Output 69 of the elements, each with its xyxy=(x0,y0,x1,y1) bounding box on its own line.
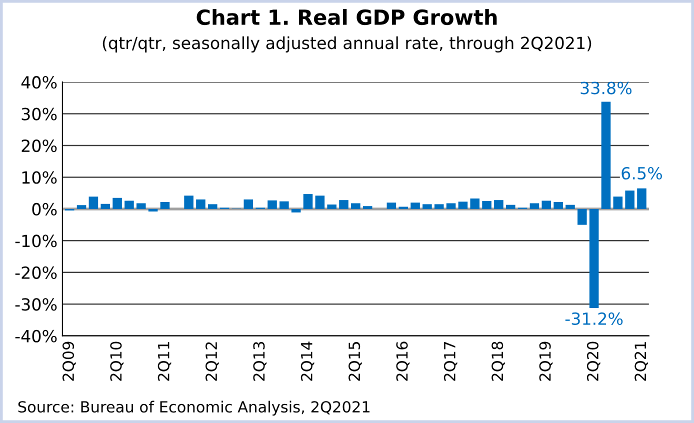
x-tick-label: 2Q21 xyxy=(634,342,648,381)
bar xyxy=(613,196,623,209)
bar xyxy=(494,200,504,209)
source-note: Source: Bureau of Economic Analysis, 2Q2021 xyxy=(18,400,370,416)
bar xyxy=(315,196,325,209)
bar xyxy=(530,203,540,209)
bar xyxy=(422,204,432,209)
x-tick-label: 2Q15 xyxy=(348,342,362,381)
x-tick-label: 2Q19 xyxy=(539,342,553,381)
bar xyxy=(184,196,194,209)
bar xyxy=(100,204,110,209)
y-tick-label: 0% xyxy=(32,202,57,216)
x-tick-label: 2Q14 xyxy=(300,342,314,381)
data-label: 33.8% xyxy=(580,82,632,94)
bar xyxy=(554,202,563,209)
x-tick-label: 2Q18 xyxy=(492,342,505,381)
bar xyxy=(327,204,336,209)
bar xyxy=(339,200,348,209)
bar xyxy=(362,206,372,209)
y-tick-label: 40% xyxy=(21,76,57,89)
bar xyxy=(566,204,575,209)
bar xyxy=(637,188,646,209)
bar xyxy=(542,200,552,209)
bar xyxy=(88,196,98,209)
bar xyxy=(136,203,146,209)
y-tick-label: -30% xyxy=(15,298,57,311)
bar xyxy=(351,203,360,209)
y-tick-label: -40% xyxy=(15,330,57,342)
bar xyxy=(446,203,456,209)
data-label: 6.5% xyxy=(622,166,662,180)
x-tick-label: 2Q12 xyxy=(206,342,219,381)
x-tick-label: 2Q20 xyxy=(586,342,600,381)
bar xyxy=(410,202,420,209)
x-tick-label: 2Q17 xyxy=(444,342,458,381)
x-tick-label: 2Q16 xyxy=(396,342,410,381)
bar xyxy=(601,102,611,209)
x-tick-label: 2Q11 xyxy=(158,342,172,381)
chart-subtitle: (qtr/qtr, seasonally adjusted annual rate, through 2Q2021) xyxy=(102,36,592,52)
bar xyxy=(244,199,254,209)
data-label: -31.2% xyxy=(565,312,623,326)
bar xyxy=(577,208,587,225)
bar xyxy=(148,208,158,212)
bar xyxy=(280,201,289,209)
bar xyxy=(124,200,134,209)
bar xyxy=(625,190,634,209)
bar xyxy=(470,198,480,209)
bar xyxy=(268,200,277,209)
x-tick-label: 2Q10 xyxy=(110,342,124,381)
x-tick-label: 2Q09 xyxy=(62,342,76,381)
bar xyxy=(196,199,206,209)
bar xyxy=(589,208,599,308)
bar xyxy=(386,202,396,209)
chart-title: Chart 1. Real GDP Growth xyxy=(196,8,497,26)
bar xyxy=(160,202,170,209)
bar xyxy=(458,202,468,209)
bar xyxy=(303,194,313,209)
bar xyxy=(482,201,492,209)
y-tick-label: 30% xyxy=(22,108,57,120)
bar xyxy=(506,204,516,209)
y-tick-label: 20% xyxy=(22,139,57,152)
x-tick-label: 2Q13 xyxy=(253,342,267,381)
bar xyxy=(76,205,86,209)
bar xyxy=(434,204,444,209)
y-tick-label: -10% xyxy=(15,234,57,248)
y-tick-label: -20% xyxy=(15,266,57,279)
bar xyxy=(208,204,218,209)
y-tick-label: 10% xyxy=(22,171,57,184)
bar xyxy=(112,198,122,209)
bar xyxy=(291,208,301,212)
